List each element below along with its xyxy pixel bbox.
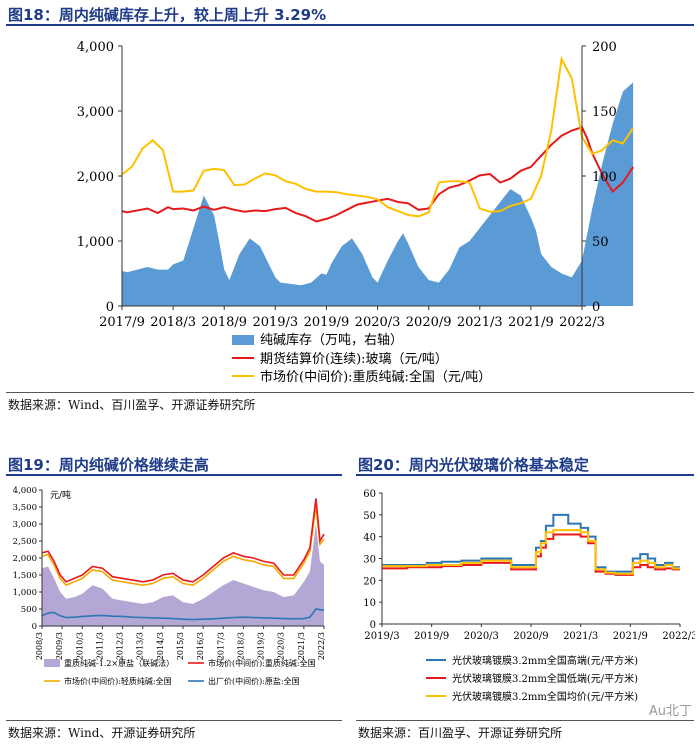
fig20-xtick-label: 2020/3: [464, 631, 499, 642]
fig18-ytick-right-label: 100: [592, 170, 617, 185]
fig18-xtick-label: 2019/3: [252, 315, 298, 330]
fig18-xtick-label: 2019/9: [304, 315, 350, 330]
fig18-chart: 0 1,000 2,000 3,000 4,000 0 50 100 150 200 2017/9 2…: [77, 40, 634, 385]
fig20-legend-0: 光伏玻璃镀膜3.2mm全国高端(元/平方米): [452, 654, 638, 667]
fig19-xtick-label: 2022/3: [317, 632, 326, 660]
fig20-xtick-label: 2021/9: [613, 631, 648, 642]
fig20-ytick-label: 60: [363, 489, 376, 500]
fig18-xtick-label: 2020/3: [355, 315, 401, 330]
fig18-legend-inventory: 纯碱库存（万吨，右轴）: [260, 332, 403, 348]
fig18-ytick-right-label: 50: [592, 235, 609, 250]
fig20-xtick-label: 2022/3: [662, 631, 695, 642]
fig20-xtick-label: 2019/9: [414, 631, 449, 642]
fig18-source-rule: [6, 392, 694, 393]
fig19-ytick-label: 0: [32, 622, 37, 632]
fig19-ytick-label: 2,000: [13, 554, 37, 564]
fig20-xtick-label: 2019/3: [364, 631, 399, 642]
fig19-xtick-label: 2009/3: [55, 632, 64, 660]
fig19-ytick-label: 1,000: [13, 588, 37, 598]
fig19-xtick-label: 2018/3: [236, 632, 245, 660]
fig20-ytick-label: 10: [363, 598, 376, 609]
fig19-ytick-label: 3,500: [13, 503, 37, 513]
fig19-xtick-label: 2019/3: [257, 632, 266, 660]
fig19-ytick-label: 3,000: [13, 520, 37, 530]
fig19-ytick-label: 2,500: [13, 537, 37, 547]
fig19-chart: 元/吨 0 500 1,000 1,500 2,000 2,500 3,000 3,500 4,0…: [13, 486, 326, 686]
fig19-ytick-label: 4,000: [13, 486, 37, 496]
fig19-xtick-label: 2014/3: [156, 632, 165, 660]
fig19-source-rule: [6, 720, 342, 721]
fig20-title: 图20：周内光伏玻璃价格基本稳定: [358, 456, 589, 474]
fig18-ytick-left-label: 3,000: [77, 105, 114, 120]
fig20-title-rule: [356, 474, 694, 476]
fig18-ytick-left-label: 2,000: [77, 170, 114, 185]
fig18-ytick-right-label: 200: [592, 40, 617, 55]
fig20-ytick-label: 50: [363, 511, 376, 522]
fig19-xtick-label: 2017/3: [216, 632, 225, 660]
fig19-xtick-label: 2011/3: [95, 632, 104, 660]
fig19-xtick-label: 2008/3: [35, 632, 44, 660]
fig20-legend-1: 光伏玻璃镀膜3.2mm全国低端(元/平方米): [452, 672, 638, 685]
fig19-xtick-label: 2015/3: [176, 632, 185, 660]
fig20-source: 数据来源：百川盈孚、开源证券研究所: [358, 726, 563, 740]
fig20-source-rule: [356, 720, 694, 721]
fig19-ytick-label: 500: [21, 605, 37, 615]
watermark: Au北丁: [648, 704, 692, 719]
fig19-series-light-soda-line: [41, 505, 325, 587]
fig19-xtick-label: 2010/3: [75, 632, 84, 660]
fig19-xtick-label: 2020/3: [277, 632, 286, 660]
fig20-ytick-label: 20: [363, 576, 376, 587]
fig19-series-heavy-soda-line: [41, 498, 325, 583]
fig19-source: 数据来源：Wind、开源证券研究所: [8, 726, 196, 740]
fig18-ytick-left-label: 1,000: [77, 235, 114, 250]
fig19-xtick-label: 2012/3: [116, 632, 125, 660]
fig18-legend-swatch-inventory: [232, 335, 254, 345]
fig18-series-glass-futures-line: [121, 126, 634, 223]
fig20-xtick-label: 2021/3: [563, 631, 598, 642]
fig20-xtick-label: 2020/9: [513, 631, 548, 642]
fig19-series-spread-area: [42, 524, 324, 626]
fig20-chart: 0 10 20 30 40 50 60 2019/3 2019/9 2020/3 2020/9 202…: [363, 489, 695, 703]
fig19-legend-light: 市场价(中间价):轻质纯碱:全国: [64, 676, 172, 686]
fig18-legend-glass: 期货结算价(连续):玻璃（元/吨）: [260, 351, 448, 367]
fig20-series-avg-line: [382, 529, 680, 575]
fig18-xtick-label: 2021/9: [508, 315, 554, 330]
fig18-title-rule: [6, 24, 694, 26]
fig20-legend-2: 光伏玻璃镀膜3.2mm全国均价(元/平方米): [452, 690, 638, 703]
fig20-ytick-label: 30: [363, 555, 376, 566]
fig18-series-soda-market-line: [121, 55, 634, 218]
fig20-series-low-line: [382, 533, 680, 576]
fig18-xtick-label: 2022/3: [559, 315, 605, 330]
fig18-xtick-label: 2018/3: [150, 315, 196, 330]
fig18-ytick-left-label: 4,000: [77, 40, 114, 55]
fig18-series-inventory-area: [122, 82, 634, 307]
fig18-xtick-label: 2020/9: [406, 315, 452, 330]
fig19-xtick-label: 2021/3: [297, 632, 306, 660]
fig18-xtick-label: 2017/9: [99, 315, 145, 330]
fig20-ytick-label: 40: [363, 533, 376, 544]
fig18-title: 图18：周内纯碱库存上升，较上周上升 3.29%: [8, 6, 327, 24]
fig20-ytick-label: 0: [370, 620, 376, 631]
fig19-title: 图19：周内纯碱价格继续走高: [8, 456, 209, 474]
fig19-unit-label: 元/吨: [50, 489, 71, 501]
fig18-ytick-right-label: 150: [592, 105, 617, 120]
fig19-legend-swatch-spread: [44, 659, 60, 667]
fig18-xtick-label: 2018/9: [201, 315, 247, 330]
fig18-legend-soda: 市场价(中间价):重质纯碱:全国（元/吨）: [260, 369, 491, 385]
fig19-legend-spread: 重质纯碱-1.2×原盐（联碱法）: [64, 658, 174, 668]
fig19-ytick-label: 1,500: [13, 571, 37, 581]
fig19-xtick-label: 2016/3: [196, 632, 205, 660]
fig18-ytick-left-label: 0: [106, 300, 114, 315]
fig19-series-salt-line: [41, 608, 325, 621]
fig18-source: 数据来源：Wind、百川盈孚、开源证券研究所: [8, 398, 256, 412]
fig19-title-rule: [6, 474, 342, 476]
fig19-legend-salt: 出厂价(中间价):原盐:全国: [208, 676, 300, 686]
fig18-ytick-right-label: 0: [592, 300, 600, 315]
fig18-xtick-label: 2021/3: [457, 315, 503, 330]
fig19-legend-heavy: 市场价(中间价):重质纯碱:全国: [208, 658, 316, 668]
fig19-xtick-label: 2013/3: [136, 632, 145, 660]
